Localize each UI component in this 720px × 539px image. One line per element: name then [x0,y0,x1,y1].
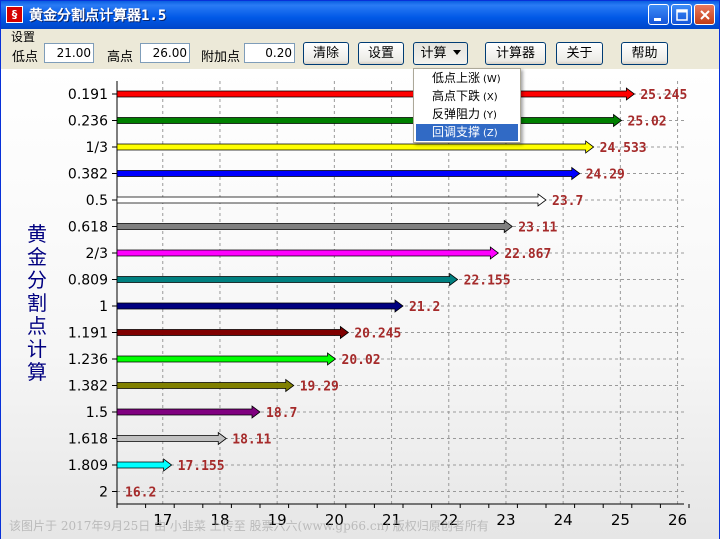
close-button[interactable] [694,4,715,25]
x-tick-label: 17 [153,511,172,529]
bar-value-label: 18.7 [266,406,297,421]
bar-arrow [116,87,636,101]
bar-arrow [116,193,547,207]
x-tick-label: 18 [210,511,229,529]
y-category-label: 1.236 [68,352,108,368]
bar-value-label: 18.11 [232,433,271,448]
x-tick-label: 22 [439,511,458,529]
menu-item-label: 反弹阻力 [432,107,481,121]
menu-item-hotkey: (Y) [483,110,497,121]
settings-button[interactable]: 设置 [358,42,404,65]
minimize-button[interactable] [648,4,669,25]
settings-group-label: 设置 [11,30,36,44]
close-icon [700,10,710,20]
y-category-label: 0.236 [68,114,108,130]
extra-point-input[interactable] [244,43,295,63]
menu-item-hotkey: (W) [483,74,501,85]
low-point-input[interactable] [44,43,94,63]
bar-arrow [116,458,173,472]
bar-arrow [116,140,595,154]
x-tick-label: 21 [382,511,401,529]
menu-item-label: 高点下跌 [432,89,481,103]
help-button[interactable]: 帮助 [621,42,668,65]
clear-button[interactable]: 清除 [303,42,349,65]
bar-value-label: 24.533 [600,141,647,156]
bar-value-label: 25.02 [628,115,667,130]
bar-arrow [116,299,404,313]
x-tick-label: 23 [496,511,515,529]
bar-arrow [116,352,337,366]
bar-value-label: 22.155 [464,274,511,289]
bar-arrow [116,219,513,234]
bar-value-label: 20.245 [354,327,401,342]
y-category-label: 1/3 [85,140,108,156]
chart-area: 17 18 19 20 21 22 23 24 25 26 0.191 25.245 0.236 25.0… [1,69,719,539]
watermark: 该图片于 2017年9月25日 由 小韭菜 上传至 股票六六(www.gp66.… [9,519,489,533]
menu-item-label: 低点上涨 [432,71,481,85]
menu-item-hotkey: (X) [483,92,498,103]
menu-item-pullback-support[interactable]: 回调支撑 (Z) [416,124,518,141]
y-category-label: 0.382 [68,167,108,183]
bar-value-label: 23.7 [552,194,583,209]
calc-button-label: 计算 [420,46,447,61]
title-bar[interactable]: § 黄金分割点计算器1.5 [1,1,719,29]
y-category-label: 0.5 [86,193,108,209]
bar-value-label: 21.2 [409,300,440,315]
bar-value-label: 23.11 [518,221,557,236]
bar-arrow [116,405,261,419]
calc-dropdown-menu: 低点上涨 (W) 高点下跌 (X) 反弹阻力 (Y) 回调支撑 (Z) [413,68,521,143]
bar-value-label: 20.02 [342,353,381,368]
bar-value-label: 22.867 [504,247,551,262]
bar-value-label: 25.245 [640,88,687,103]
side-title: 黄金分割点计算 [27,222,47,384]
menu-item-label: 回调支撑 [432,125,481,139]
y-category-label: 0.618 [68,220,108,236]
y-category-label: 0.191 [68,87,108,103]
bar-arrow [116,113,623,128]
bar-arrow [116,325,350,340]
y-category-label: 1.191 [68,326,108,342]
bar-value-label: 17.155 [178,459,225,474]
x-tick-label: 19 [268,511,287,529]
y-category-label: 1 [99,299,108,315]
minimize-icon [654,18,661,21]
y-category-label: 1.382 [68,379,108,395]
window-title: 黄金分割点计算器1.5 [29,8,167,24]
menu-item-hotkey: (Z) [483,128,498,139]
bar-arrow [116,246,500,260]
menu-item-rebound-resistance[interactable]: 反弹阻力 (Y) [416,106,518,123]
app-logo-icon: § [6,6,23,23]
bar-arrow [116,431,227,446]
high-point-input[interactable] [140,43,190,63]
y-category-label: 1.618 [68,432,108,448]
extra-point-label: 附加点 [201,50,241,65]
y-category-label: 1.5 [86,405,108,421]
x-tick-label: 24 [554,511,573,529]
bar-value-label: 16.2 [125,486,156,501]
maximize-icon [676,9,688,21]
chevron-down-icon [452,50,461,55]
bar-value-label: 19.29 [300,380,339,395]
y-category-label: 0.809 [68,273,108,289]
bar-arrow [116,166,581,181]
y-category-label: 2 [99,485,108,501]
bar-arrow [116,378,295,393]
bar-arrow [116,272,459,287]
low-point-label: 低点 [12,50,39,65]
about-button[interactable]: 关于 [556,42,603,65]
x-tick-label: 20 [325,511,344,529]
x-tick-label: 26 [668,511,687,529]
bar-value-label: 24.29 [586,168,625,183]
maximize-button[interactable] [671,4,692,25]
y-category-label: 2/3 [85,246,108,262]
calc-dropdown-button[interactable]: 计算 [413,42,468,65]
x-tick-label: 25 [611,511,630,529]
menu-item-high-fall[interactable]: 高点下跌 (X) [416,88,518,105]
menu-item-low-rise[interactable]: 低点上涨 (W) [416,70,518,87]
y-category-label: 1.809 [68,458,108,474]
calculator-button[interactable]: 计算器 [485,42,546,65]
high-point-label: 高点 [107,50,134,65]
